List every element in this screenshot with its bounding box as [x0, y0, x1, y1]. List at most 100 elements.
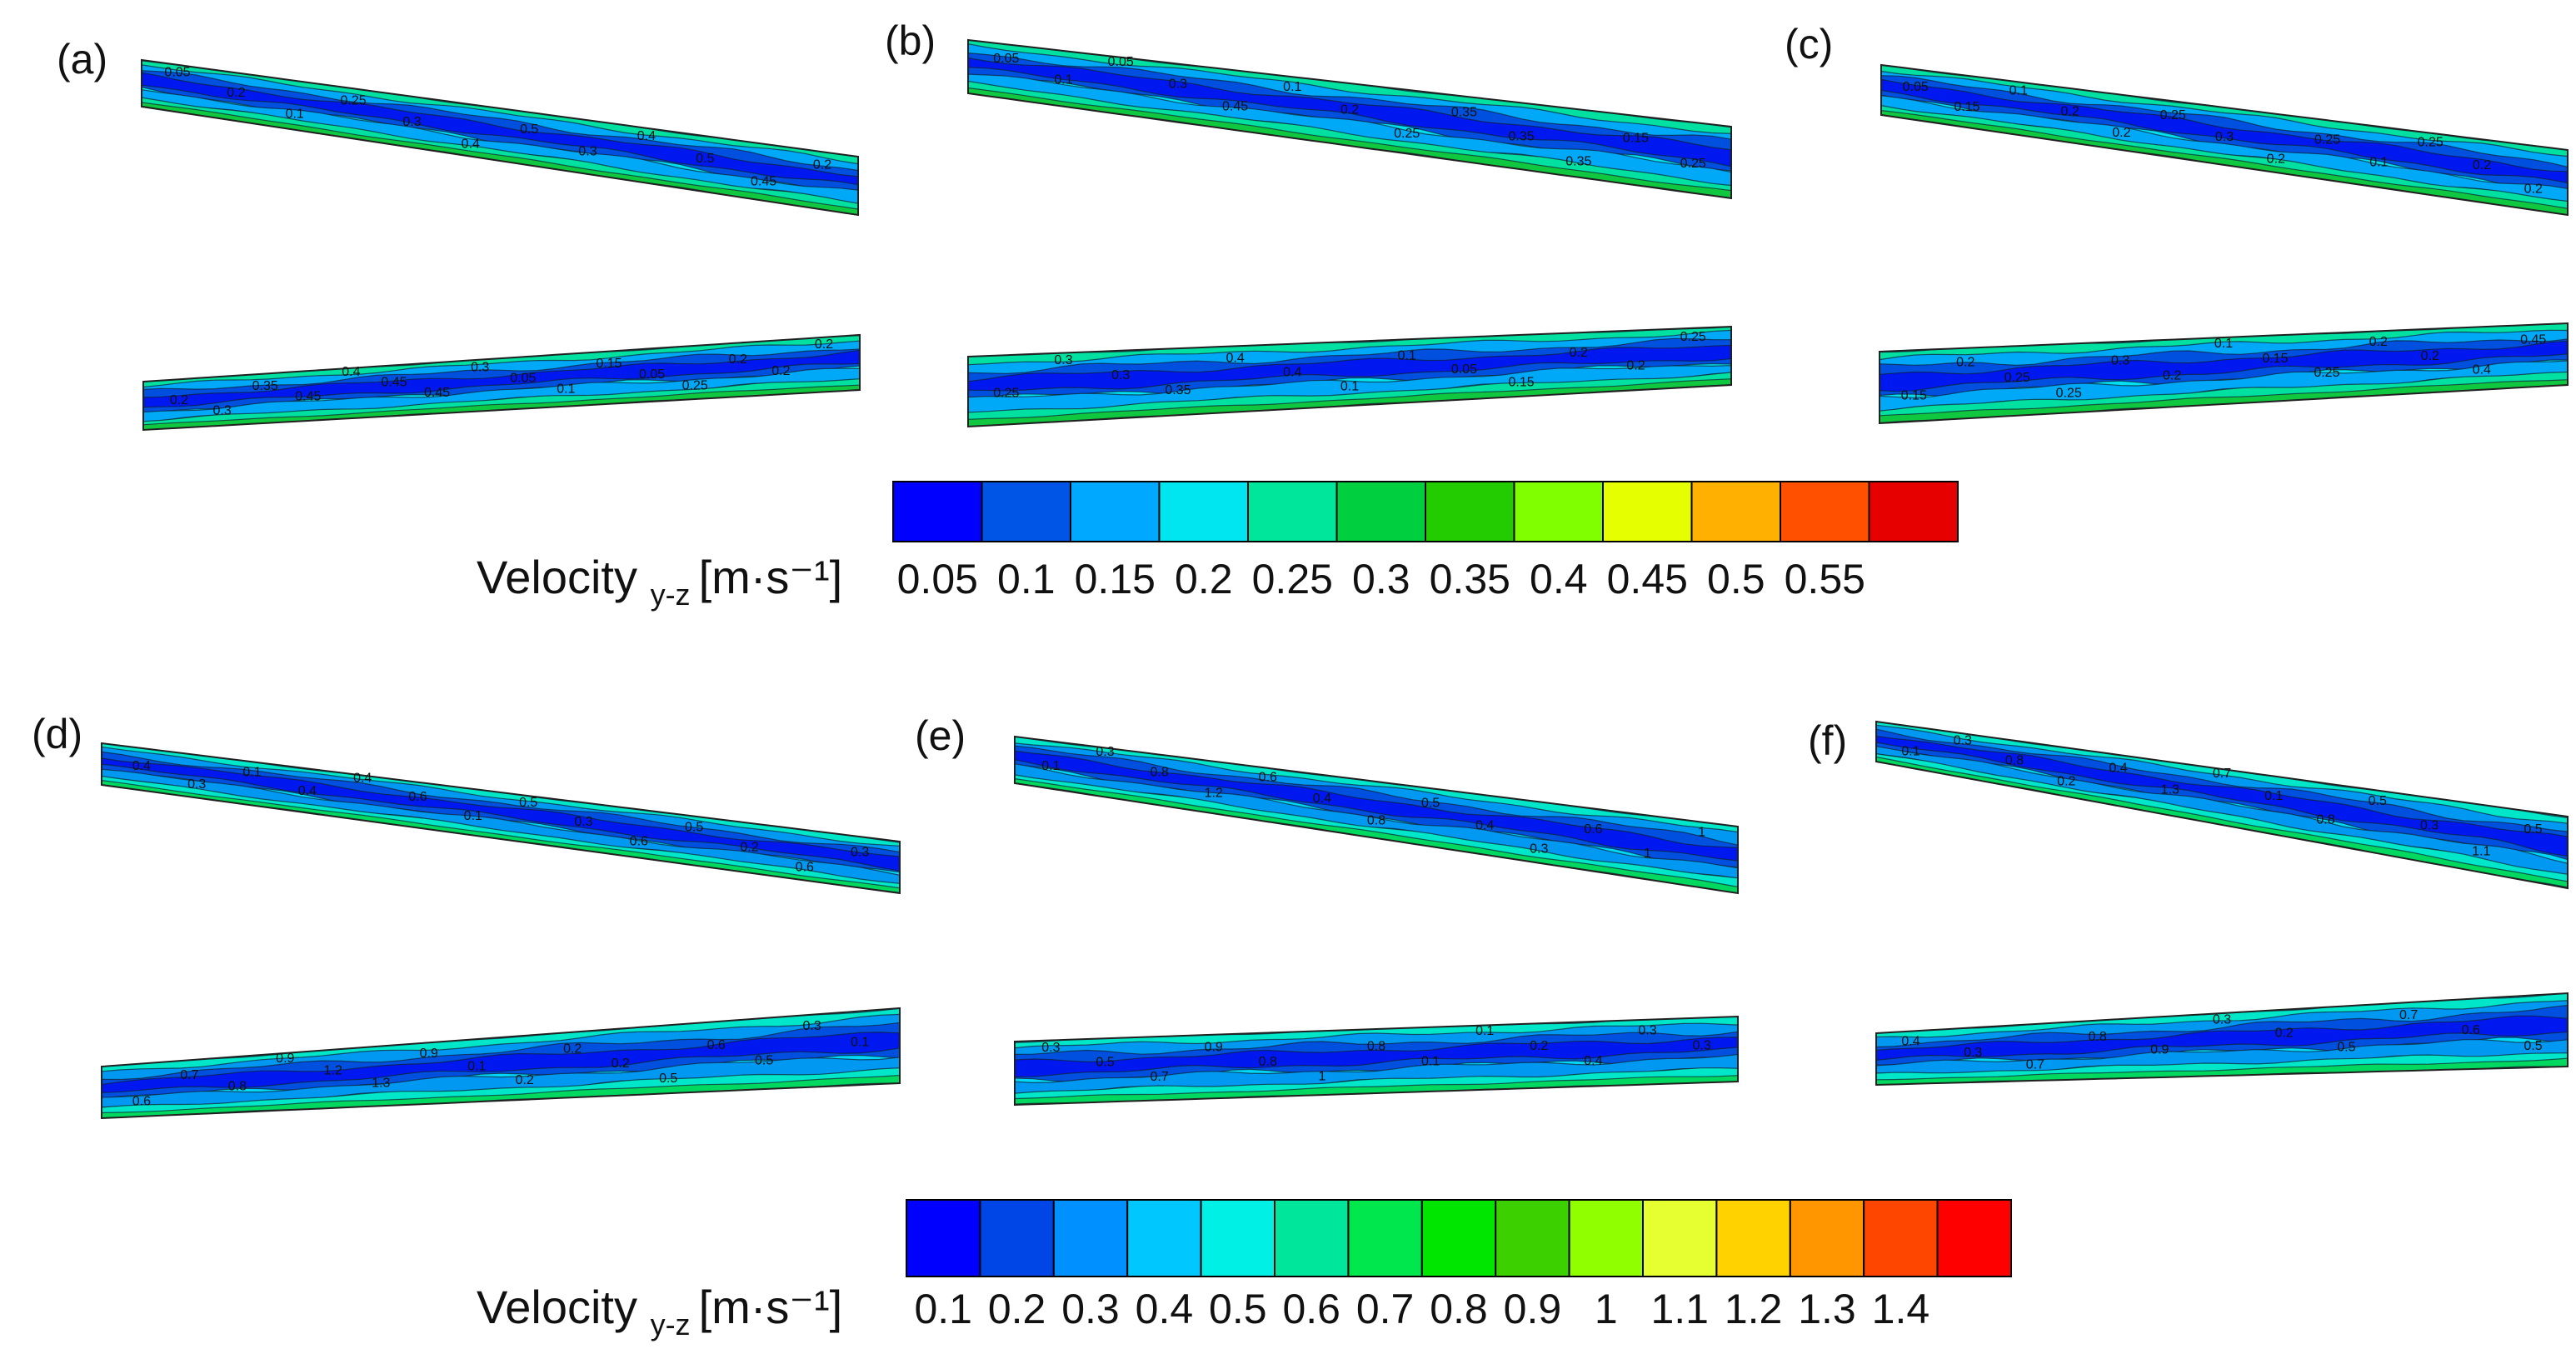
lower-contour-label: 0.4 [1584, 1054, 1602, 1068]
colorbar-swatch [1602, 481, 1693, 542]
upper-contour-label: 0.6 [1259, 770, 1277, 784]
lower-contour-region [1875, 992, 2569, 1087]
colorbar-tick-label: 1.4 [1872, 1286, 1930, 1332]
colorbar-swatch [1863, 1199, 1939, 1277]
lower-contour-label: 0.15 [1509, 376, 1535, 390]
lower-contour-label: 0.1 [2214, 337, 2233, 351]
colorbar-tick-label: 0.5 [1707, 556, 1765, 602]
upper-contour-label: 0.3 [402, 115, 421, 129]
colorbar-tick-label: 0.05 [897, 556, 978, 602]
upper-contour-label: 0.3 [2215, 130, 2234, 144]
upper-contour-label: 0.2 [2057, 775, 2075, 789]
colorbar-swatch [1052, 1199, 1129, 1277]
upper-contour-label: 0.4 [298, 784, 317, 798]
panel-5: (e) 0.1 0.3 0.8 1.2 0.6 0.4 0.8 0.5 0.4 0.3 0.6 1 1 0.… [915, 712, 1739, 1107]
colorbar-swatch [1936, 1199, 2013, 1277]
colorbar-swatch [1200, 1199, 1276, 1277]
upper-contour-label: 0.2 [2267, 152, 2285, 167]
colorbar-swatch [1715, 1199, 1791, 1277]
lower-contour-label: 0.1 [851, 1035, 869, 1049]
colorbar-tick-label: 0.6 [1282, 1286, 1340, 1332]
upper-contour-region [1875, 720, 2569, 890]
colorbar-tick-label: 0.5 [1209, 1286, 1267, 1332]
upper-contour-label: 0.8 [1367, 814, 1385, 828]
lower-contour-label: 0.2 [729, 352, 747, 367]
upper-contour-label: 0.4 [462, 137, 480, 151]
lower-contour-label: 0.2 [612, 1057, 630, 1071]
colorbar-swatch [1513, 481, 1604, 542]
upper-contour-region-outline [1875, 720, 2569, 890]
lower-contour-label: 0.35 [252, 379, 278, 393]
colorbar-tick-label: 0.1 [914, 1286, 972, 1332]
upper-contour-label: 0.25 [2314, 133, 2340, 147]
colorbar-swatch [1247, 481, 1338, 542]
lower-contour-label: 0.2 [771, 364, 790, 378]
lower-contour-label: 0.1 [1398, 349, 1416, 363]
lower-contour-region-outline [101, 1007, 901, 1120]
colorbar-title: Velocity y-z [m·s⁻¹] [477, 1281, 842, 1342]
lower-contour-label: 0.7 [2399, 1008, 2418, 1022]
lower-contour-label: 0.5 [2337, 1041, 2355, 1055]
lower-contour-label: 0.2 [1570, 346, 1588, 360]
colorbar-tick-label: 0.4 [1530, 556, 1588, 602]
colorbar-tick-label: 1.2 [1725, 1286, 1783, 1332]
lower-contour-label: 0.05 [1451, 362, 1477, 377]
upper-contour-label: 0.2 [2524, 182, 2543, 196]
lower-contour-label: 0.2 [1626, 358, 1645, 372]
lower-contour-label: 0.25 [2314, 366, 2339, 380]
colorbar-tick-label: 0.2 [1175, 556, 1233, 602]
colorbar-tick-label: 0.35 [1430, 556, 1510, 602]
colorbar-tick-label: 0.8 [1430, 1286, 1488, 1332]
lower-contour-region [967, 325, 1732, 428]
lower-contour-region [101, 1007, 901, 1120]
lower-contour-region-outline [142, 333, 861, 432]
colorbar-tick-label: 0.25 [1252, 556, 1333, 602]
colorbar-title: Velocity y-z [m·s⁻¹] [477, 551, 842, 612]
colorbar-tick-label: 0.3 [1061, 1286, 1120, 1332]
lower-contour-region-outline [1014, 1015, 1739, 1107]
upper-contour-label: 0.3 [574, 815, 592, 829]
lower-contour-label: 0.9 [276, 1052, 294, 1066]
upper-contour-label: 0.05 [164, 66, 190, 80]
colorbar-swatch [1070, 481, 1161, 542]
colorbar-swatch [1347, 1199, 1423, 1277]
lower-contour-region-outline [1879, 322, 2569, 425]
colorbar-tick-label: 1.1 [1650, 1286, 1709, 1332]
lower-contour-label: 0.35 [1165, 383, 1191, 397]
panel-4: (d) 0.4 0.3 0.1 0.4 0.4 0.6 0.1 0.5 0.3 0.6 0.5 0.2 0… [32, 711, 901, 1120]
colorbar-swatch [1158, 481, 1249, 542]
lower-contour-label: 0.5 [659, 1072, 677, 1086]
panel-2: (b) 0.05 0.1 0.05 0.3 0.45 0.1 0.2 0.25 0.35 0.35 0… [885, 17, 1732, 428]
lower-contour-region [1014, 1015, 1739, 1107]
upper-contour-label: 0.5 [519, 796, 537, 810]
upper-contour-label: 0.35 [1451, 105, 1477, 119]
lower-contour-label: 0.6 [707, 1038, 726, 1052]
upper-contour-label: 0.2 [1340, 102, 1359, 117]
lower-contour-label: 0.2 [2275, 1026, 2294, 1040]
colorbar-tick-label: 1 [1595, 1286, 1618, 1332]
lower-contour-label: 0.7 [2026, 1058, 2044, 1072]
upper-contour-label: 0.6 [1584, 822, 1602, 837]
upper-contour-label: 0.2 [813, 157, 831, 172]
upper-contour-label: 0.05 [1903, 80, 1929, 94]
lower-contour-label: 0.2 [815, 337, 833, 352]
upper-contour-label: 0.6 [408, 790, 427, 804]
upper-contour-label: 0.8 [2005, 753, 2024, 767]
upper-contour-region-outline [967, 38, 1732, 200]
lower-contour-label: 0.2 [170, 393, 188, 407]
upper-contour-label: 0.25 [1394, 127, 1420, 141]
colorbar-swatch [1690, 481, 1781, 542]
upper-contour-label: 0.25 [1680, 157, 1706, 171]
lower-contour-label: 0.1 [557, 382, 575, 397]
upper-contour-label: 0.1 [1054, 72, 1072, 87]
panel-label: (b) [885, 17, 936, 64]
upper-contour-label: 0.2 [740, 840, 758, 854]
colorbar-swatch [979, 1199, 1055, 1277]
upper-contour-region-outline [141, 58, 859, 217]
colorbar-tick-label: 0.45 [1607, 556, 1688, 602]
lower-contour-region-outline [1875, 992, 2569, 1087]
upper-contour-label: 0.25 [2160, 108, 2186, 122]
upper-contour-label: 0.1 [2009, 84, 2028, 98]
upper-contour-label: 0.35 [1565, 154, 1591, 168]
colorbar-swatch [906, 1199, 981, 1277]
